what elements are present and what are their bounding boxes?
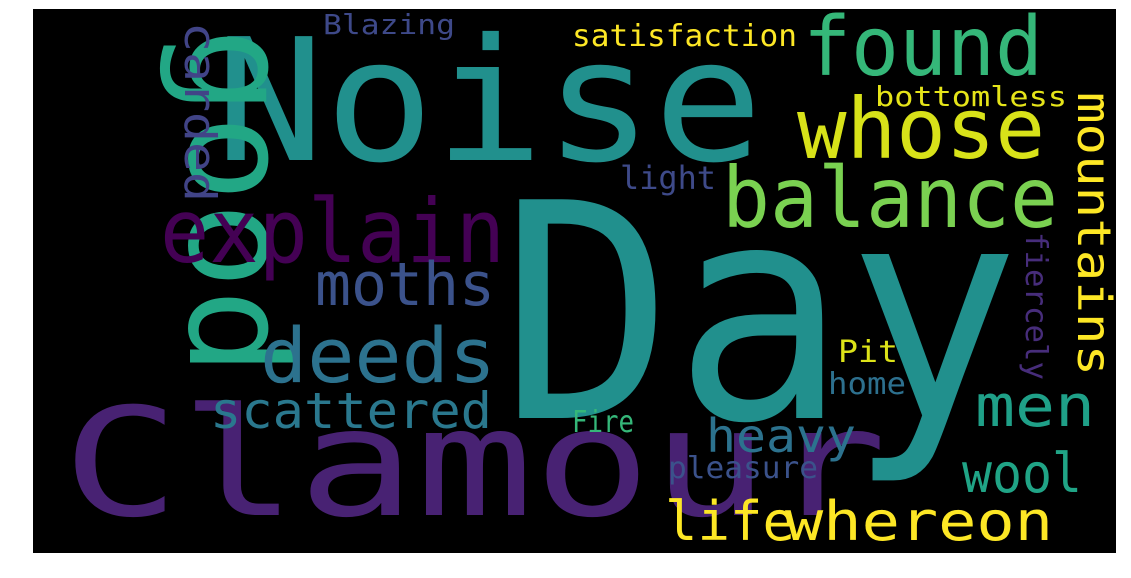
word-bottomless: bottomless	[875, 80, 1067, 113]
word-heavy: heavy	[706, 409, 856, 463]
word-good: good	[156, 28, 319, 376]
word-mountains: mountains	[1067, 92, 1121, 376]
word-scattered: scattered	[210, 382, 492, 440]
word-moths: moths	[315, 250, 495, 320]
cloud-background	[33, 9, 1116, 553]
word-layer: Noise Day Clamour good found whose balan…	[62, 0, 1121, 553]
word-pit: Pit	[838, 335, 898, 370]
word-carded: carded	[174, 22, 225, 202]
word-whose: whose	[797, 80, 1045, 178]
word-men: men	[975, 372, 1095, 440]
word-deeds: deeds	[260, 311, 496, 400]
word-found: found	[803, 0, 1043, 95]
word-life: life	[665, 490, 795, 553]
word-blazing: Blazing	[323, 8, 455, 41]
word-wool: wool	[962, 442, 1082, 505]
word-day: Day	[500, 140, 1020, 489]
word-home: home	[828, 367, 906, 402]
word-light: light	[620, 159, 716, 197]
word-satisfaction: satisfaction	[572, 19, 797, 54]
word-clamour: Clamour	[62, 377, 887, 551]
word-noise: Noise	[215, 3, 763, 201]
word-balance: balance	[722, 149, 1058, 247]
word-fire: Fire	[572, 405, 634, 440]
word-pleasure: pleasure	[668, 451, 818, 486]
word-fiercely: fiercely	[1018, 232, 1053, 380]
word-explain: explain	[160, 180, 505, 283]
word-whereon: whereon	[785, 490, 1053, 553]
